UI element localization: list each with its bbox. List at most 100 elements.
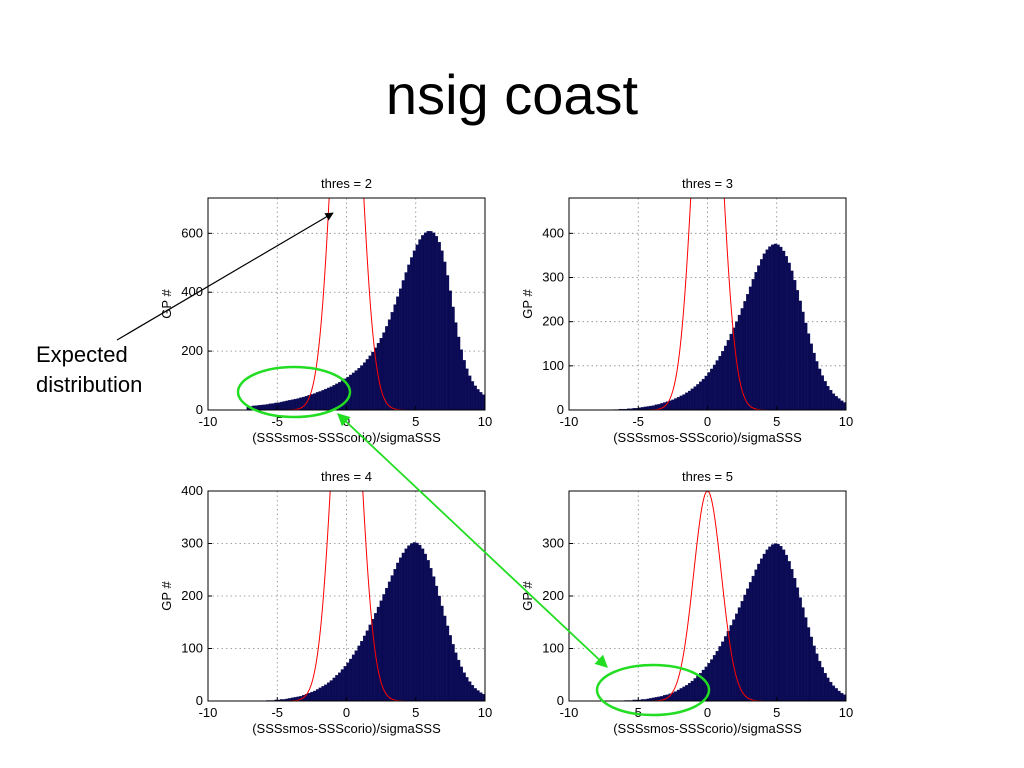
tail-highlight-ellipse-top — [236, 365, 352, 419]
histogram-bar — [874, 700, 877, 701]
histogram-bar — [718, 646, 722, 701]
subplot-title: thres = 3 — [682, 176, 733, 191]
histogram-bars — [624, 543, 877, 701]
histogram-bar — [776, 543, 780, 701]
histogram-bar — [412, 250, 416, 410]
histogram-bar — [795, 587, 800, 701]
x-tick-label: 5 — [412, 705, 419, 720]
histogram-bar — [696, 384, 700, 410]
histogram-bar — [338, 672, 342, 701]
x-tick-label: 5 — [773, 705, 780, 720]
histogram-bar — [860, 699, 863, 701]
histogram-bar — [676, 397, 680, 410]
histogram-bar — [782, 549, 786, 701]
histogram-bar — [279, 401, 283, 410]
histogram-bar — [518, 700, 521, 701]
histogram-bar — [801, 311, 805, 410]
x-tick-label: 5 — [773, 414, 780, 429]
histogram-bar — [423, 232, 427, 410]
histogram-bar — [748, 582, 752, 701]
histogram-bar — [354, 650, 358, 701]
histogram-bar — [332, 677, 336, 701]
histogram-bar — [518, 408, 521, 410]
histogram-bar — [674, 398, 678, 410]
histogram-bar — [326, 682, 331, 701]
histogram-bar — [479, 692, 483, 701]
histogram-bar — [401, 552, 405, 701]
histogram-bar — [368, 355, 372, 410]
histogram-bar — [310, 691, 314, 701]
histogram-bar — [429, 231, 433, 410]
histogram-bar — [723, 345, 728, 410]
histogram-bar — [465, 677, 469, 701]
histogram-bar — [793, 279, 797, 410]
histogram-bar — [704, 375, 708, 410]
histogram-bar — [476, 690, 480, 701]
histogram-bar — [499, 404, 502, 410]
histogram-bar — [451, 644, 455, 701]
histogram-bar — [765, 249, 769, 410]
histogram-bar — [302, 396, 306, 410]
histogram-bar — [510, 700, 513, 701]
histogram-bar — [737, 314, 741, 410]
histogram-bar — [795, 290, 800, 410]
histogram-bar — [768, 246, 772, 410]
histogram-bar — [393, 569, 397, 701]
histogram-bar — [496, 699, 499, 701]
histogram-bar — [798, 597, 802, 701]
histogram-bar — [773, 543, 777, 701]
annotation-line-2: distribution — [36, 372, 143, 397]
histogram-bar — [496, 403, 499, 410]
histogram-bar — [852, 698, 855, 701]
x-axis-label: (SSSsmos-SSScorio)/sigmaSSS — [613, 430, 802, 445]
histogram-bar — [343, 666, 347, 701]
histogram-bar — [263, 404, 267, 410]
histogram-bar — [504, 405, 507, 410]
x-tick-label: -5 — [632, 414, 644, 429]
histogram-bar — [729, 625, 733, 701]
expected-distribution-arrow — [116, 212, 334, 341]
histogram-bar — [326, 387, 331, 410]
histogram-bar — [820, 375, 824, 410]
histogram-bar — [423, 553, 427, 701]
histogram-bar — [446, 275, 450, 410]
histogram-bar — [685, 392, 689, 410]
histogram-bar — [671, 399, 675, 410]
histogram-bar — [437, 595, 441, 701]
histogram-bar — [735, 613, 739, 701]
histogram-bar — [396, 296, 400, 410]
y-tick-label: 0 — [196, 402, 203, 417]
histogram-bar — [443, 261, 447, 410]
y-tick-label: 100 — [181, 641, 203, 656]
histogram-bar — [385, 326, 389, 410]
histogram-bar — [540, 409, 543, 410]
histogram-bar — [407, 545, 411, 701]
histogram-bar — [820, 667, 824, 701]
histogram-bar — [266, 404, 270, 410]
histogram-bar — [271, 403, 275, 410]
histogram-bar — [340, 669, 344, 701]
histogram-bar — [362, 362, 367, 410]
y-tick-label: 0 — [557, 693, 564, 708]
histogram-bar — [790, 569, 794, 701]
y-tick-label: 200 — [542, 588, 564, 603]
histogram-bar — [329, 680, 333, 701]
histogram-bar — [321, 686, 325, 701]
histogram-bar — [470, 685, 475, 701]
y-tick-label: 100 — [542, 358, 564, 373]
histogram-bar — [715, 650, 719, 701]
histogram-bar — [779, 246, 783, 410]
histogram-bar — [321, 390, 325, 410]
histogram-bar — [746, 294, 750, 410]
histogram-bar — [879, 409, 882, 410]
histogram-bar — [751, 279, 755, 410]
histogram-bar — [776, 244, 780, 410]
histogram-bar — [712, 655, 716, 701]
slide-title: nsig coast — [385, 63, 639, 126]
histogram-bar — [390, 575, 394, 701]
histogram-bar — [787, 561, 791, 701]
histogram-bar — [437, 242, 441, 410]
histogram-bar — [804, 322, 808, 410]
y-tick-label: 100 — [542, 641, 564, 656]
